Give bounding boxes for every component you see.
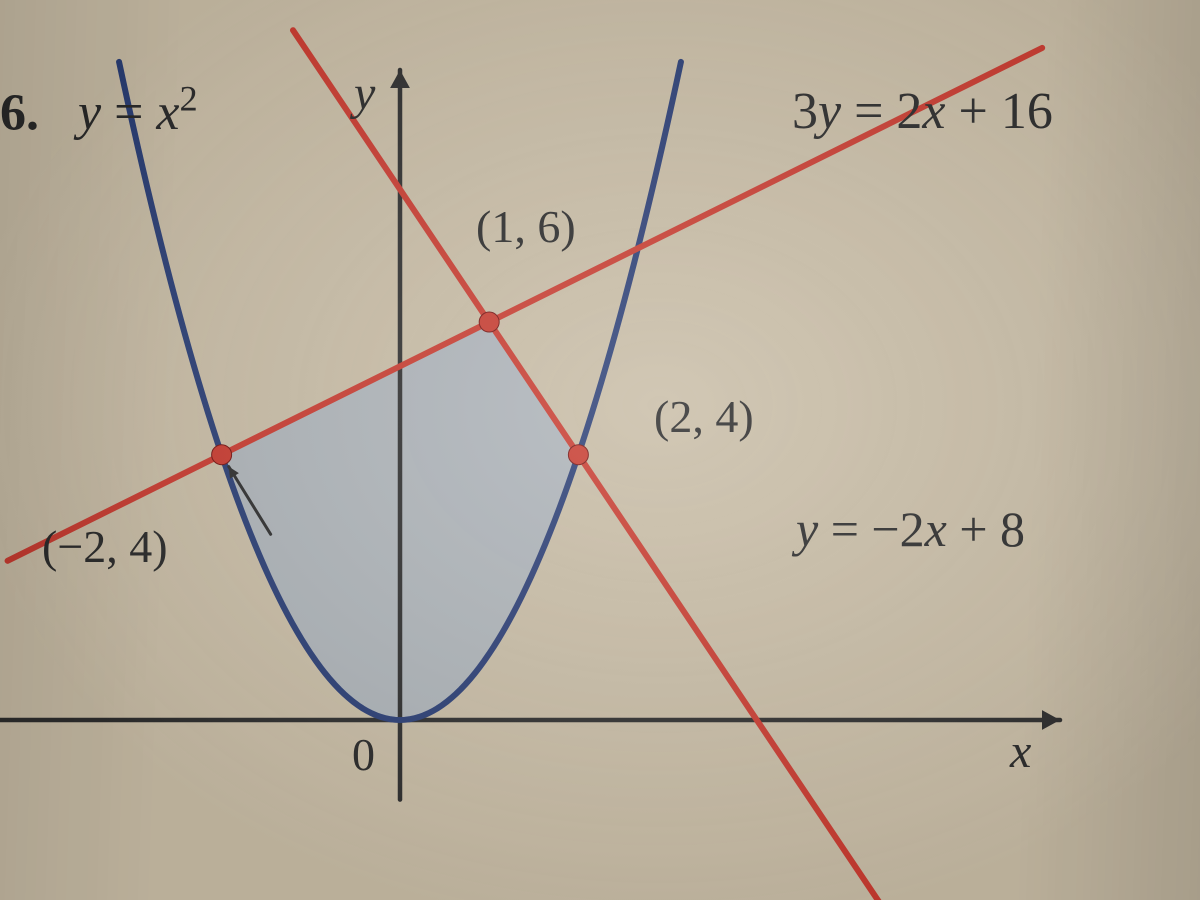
point-1-6-label: (1, 6) [476, 200, 576, 253]
y-axis-label: y [354, 66, 375, 121]
problem-number-and-eq: 6. y = x2 [0, 78, 198, 142]
parabola-equation: y = x2 [78, 84, 198, 141]
textbook-figure: 6. y = x2 y 3y = 2x + 16 (1, 6) (2, 4) y… [0, 0, 1200, 900]
x-axis-arrow [1042, 710, 1060, 730]
line1-equation: 3y = 2x + 16 [792, 82, 1053, 141]
point-neg2-4-label: (−2, 4) [42, 520, 168, 573]
intersection-point [568, 445, 588, 465]
intersection-point [212, 445, 232, 465]
y-axis-arrow [390, 70, 410, 88]
origin-label: 0 [352, 728, 375, 781]
line2-equation: y = −2x + 8 [796, 500, 1025, 558]
point-2-4-label: (2, 4) [654, 390, 754, 443]
problem-number: 6. [0, 84, 39, 141]
intersection-point [479, 312, 499, 332]
x-axis-label: x [1010, 724, 1031, 779]
